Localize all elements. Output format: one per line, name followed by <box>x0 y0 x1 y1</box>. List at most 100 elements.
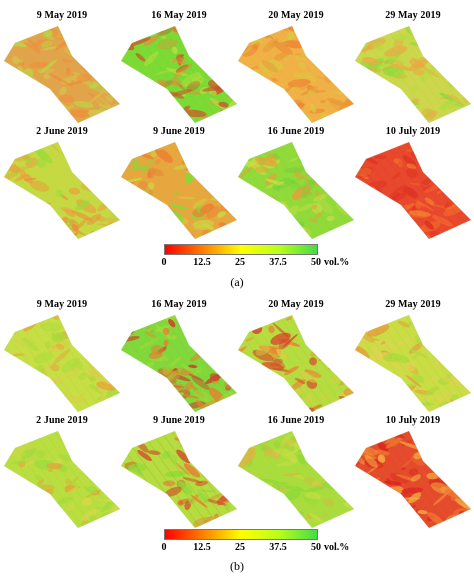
moisture-patch <box>401 459 412 468</box>
texture-stripe <box>267 142 339 239</box>
moisture-patch <box>424 220 434 230</box>
texture-stripe <box>364 315 436 412</box>
moisture-patch <box>249 26 254 29</box>
moisture-patch <box>39 59 58 74</box>
texture-stripe <box>394 26 466 123</box>
field-outline <box>237 141 355 240</box>
moisture-patch <box>436 57 441 63</box>
moisture-patch <box>65 35 86 42</box>
moisture-patch <box>157 96 168 104</box>
moisture-patch <box>170 453 178 464</box>
texture-stripe <box>33 431 105 528</box>
texture-stripe <box>4 431 15 528</box>
moisture-patch <box>316 478 335 491</box>
moisture-patch <box>361 194 373 204</box>
moisture-patch <box>159 431 166 435</box>
moisture-patch <box>360 89 371 96</box>
texture-stripe <box>267 315 339 412</box>
moisture-patch <box>91 452 116 460</box>
moisture-patch <box>463 471 471 478</box>
moisture-patch <box>436 190 443 195</box>
moisture-patch <box>373 41 385 52</box>
moisture-patch <box>91 437 103 447</box>
moisture-patch <box>97 183 110 189</box>
field-outline <box>237 25 355 124</box>
moisture-patch <box>360 28 367 33</box>
moisture-patch <box>6 522 17 528</box>
moisture-patch <box>103 315 118 322</box>
moisture-patch <box>123 73 142 85</box>
moisture-patch <box>274 392 286 402</box>
moisture-patch <box>121 317 131 325</box>
map-date-label: 9 May 2019 <box>36 299 88 310</box>
moisture-patch <box>155 325 172 332</box>
moisture-patch <box>421 144 438 156</box>
moisture-patch <box>193 448 198 454</box>
field-outline <box>3 141 121 240</box>
moisture-patch <box>13 143 37 149</box>
moisture-patch <box>377 442 389 452</box>
moisture-patch <box>321 458 338 465</box>
texture-stripe <box>277 26 349 123</box>
colorbar-tick-0: 0 <box>161 257 167 268</box>
moisture-patch <box>309 178 316 186</box>
moisture-patch <box>66 329 86 338</box>
moisture-patch <box>211 50 232 60</box>
moisture-patch <box>38 202 47 208</box>
moisture-patch <box>15 366 21 373</box>
moisture-patch <box>22 379 27 383</box>
moisture-patch <box>366 215 387 226</box>
moisture-patch <box>143 226 156 232</box>
moisture-patch <box>173 190 180 197</box>
moisture-patch <box>337 226 354 236</box>
moisture-patch <box>297 173 310 180</box>
moisture-patch <box>218 158 235 169</box>
moisture-patch <box>129 493 149 509</box>
moisture-patch <box>252 80 261 87</box>
moisture-patch <box>298 435 321 444</box>
map-date-label: 10 July 2019 <box>385 415 441 426</box>
map-date-label: 16 June 2019 <box>267 415 325 426</box>
moisture-patch <box>227 315 237 324</box>
moisture-patch <box>311 203 323 214</box>
moisture-patch <box>242 385 250 392</box>
moisture-patch <box>200 33 217 43</box>
moisture-patch <box>26 449 46 462</box>
moisture-patch <box>451 49 457 55</box>
moisture-patch <box>307 90 316 95</box>
texture-stripe <box>150 431 222 528</box>
moisture-patch <box>71 153 79 159</box>
moisture-patch <box>127 212 133 219</box>
texture-stripe <box>13 26 85 123</box>
texture-stripe <box>374 431 446 528</box>
texture-stripe <box>4 26 5 123</box>
moisture-patch <box>463 485 471 497</box>
moisture-patch <box>253 41 261 50</box>
moisture-patch <box>92 474 111 483</box>
moisture-patch <box>252 349 274 362</box>
moisture-patch <box>195 440 202 445</box>
moisture-patch <box>191 442 208 457</box>
moisture-patch <box>406 168 418 179</box>
moisture-patch <box>397 228 409 235</box>
texture-stripe <box>277 315 349 412</box>
texture-stripe <box>43 142 115 239</box>
moisture-patch <box>101 499 115 512</box>
moisture-patch <box>55 343 65 350</box>
moisture-patch <box>131 158 140 168</box>
colorbar-tick-1: 12.5 <box>193 542 211 553</box>
texture-stripe <box>4 142 15 239</box>
moisture-patch <box>279 217 289 225</box>
moisture-patch <box>83 44 103 52</box>
moisture-patch <box>370 95 379 103</box>
moisture-patch <box>79 458 85 467</box>
moisture-patch <box>280 392 290 401</box>
moisture-patch <box>215 480 231 486</box>
moisture-patch <box>4 367 16 379</box>
moisture-patch <box>438 465 460 475</box>
moisture-patch <box>206 142 223 152</box>
moisture-patch <box>221 145 235 155</box>
moisture-patch <box>230 350 237 358</box>
moisture-patch <box>137 450 152 462</box>
moisture-patch <box>459 326 470 335</box>
